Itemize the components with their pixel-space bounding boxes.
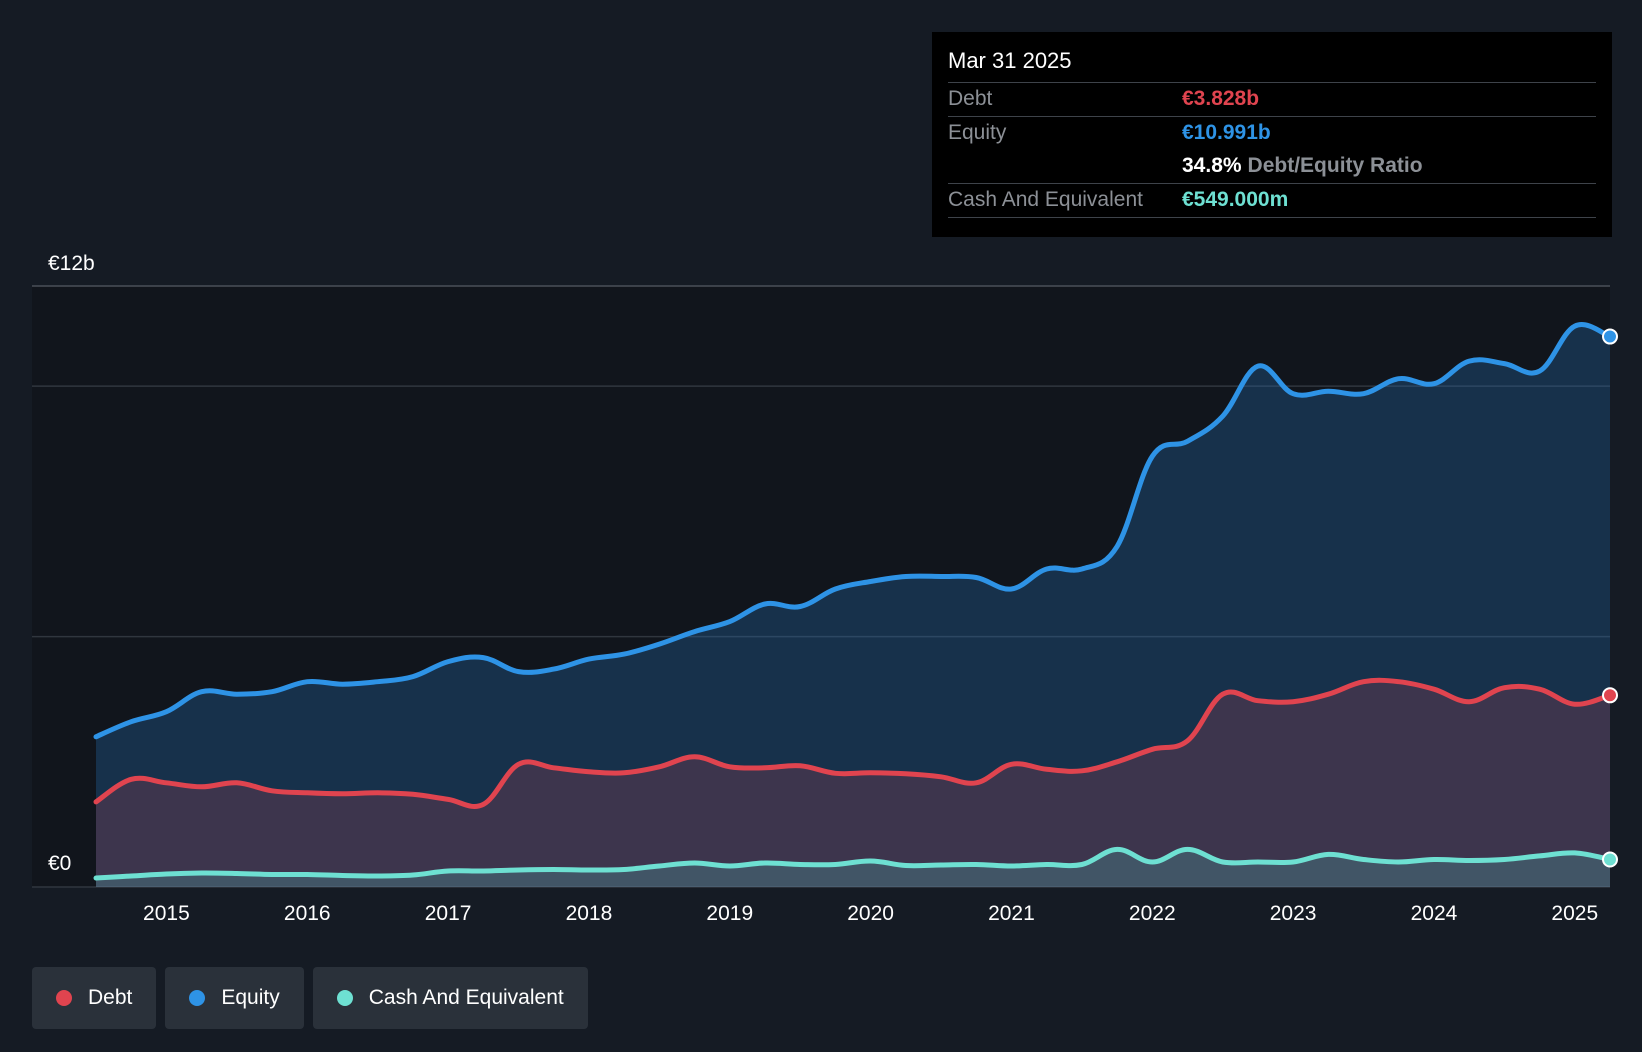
x-tick-label: 2020: [847, 902, 894, 925]
tooltip-equity-row: Equity €10.991b: [948, 116, 1596, 150]
tooltip-equity-label: Equity: [948, 121, 1007, 144]
equity-area: [96, 324, 1610, 888]
debt-line: [93, 677, 1613, 810]
chart-legend: Debt Equity Cash And Equivalent: [32, 967, 588, 1029]
cash-and-equivalent-endpoint[interactable]: [1602, 851, 1618, 868]
legend-label-debt: Debt: [88, 986, 133, 1009]
tooltip-ratio-label: Debt/Equity Ratio: [1247, 154, 1423, 177]
debt-area: [96, 680, 1610, 887]
legend-dot-equity-icon: [189, 990, 206, 1006]
tooltip-cash-label: Cash And Equivalent: [948, 188, 1143, 211]
legend-item-equity[interactable]: Equity: [165, 967, 304, 1029]
tooltip-debt-label: Debt: [948, 87, 993, 110]
equity-endpoint[interactable]: [1602, 328, 1618, 345]
x-tick-label: 2019: [706, 902, 753, 925]
y-tick-label-bottom: €0: [48, 852, 71, 875]
y-tick-label-top: €12b: [48, 252, 95, 275]
legend-item-debt[interactable]: Debt: [32, 967, 157, 1029]
tooltip-debt-row: Debt €3.828b: [948, 82, 1596, 116]
x-tick-label: 2021: [988, 902, 1035, 925]
debt-endpoint[interactable]: [1602, 687, 1618, 704]
tooltip-ratio-percent: 34.8%: [1182, 154, 1242, 177]
tooltip-panel: Mar 31 2025 Debt €3.828b Equity €10.991b…: [932, 32, 1612, 237]
legend-label-cash: Cash And Equivalent: [368, 986, 564, 1009]
legend-dot-debt-icon: [56, 990, 72, 1006]
tooltip-debt-value: €3.828b: [1182, 87, 1260, 110]
cash-and-equivalent-line: [93, 846, 1613, 881]
tooltip-cash-row: Cash And Equivalent €549.000m: [948, 183, 1596, 218]
x-tick-label: 2017: [425, 902, 472, 925]
x-tick-label: 2018: [566, 902, 613, 925]
tooltip-cash-value: €549.000m: [1182, 188, 1289, 211]
tooltip-date: Mar 31 2025: [948, 48, 1072, 73]
x-tick-label: 2022: [1129, 902, 1176, 925]
x-tick-label: 2024: [1411, 902, 1458, 925]
tooltip-equity-value: €10.991b: [1182, 121, 1271, 144]
legend-label-equity: Equity: [221, 986, 280, 1009]
equity-line: [93, 322, 1613, 740]
x-tick-label: 2023: [1270, 902, 1317, 925]
legend-item-cash[interactable]: Cash And Equivalent: [312, 967, 588, 1029]
x-tick-label: 2015: [143, 902, 190, 925]
tooltip-ratio-row: 34.8% Debt/Equity Ratio: [948, 150, 1596, 183]
x-tick-label: 2025: [1551, 902, 1598, 925]
x-tick-label: 2016: [284, 902, 331, 925]
cash-and-equivalent-area: [96, 849, 1610, 887]
legend-dot-cash-icon: [336, 990, 353, 1006]
